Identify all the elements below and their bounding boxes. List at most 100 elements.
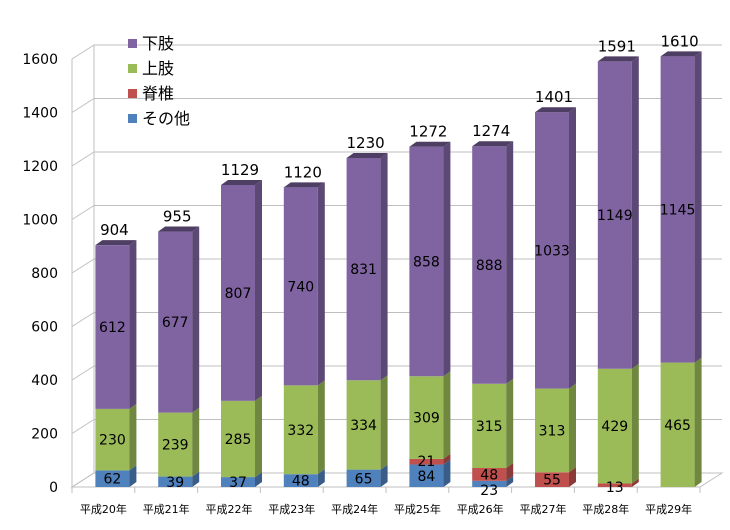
legend-entry: その他 <box>142 109 190 128</box>
x-tick-label: 平成24年 <box>331 502 378 516</box>
bar-segment <box>221 184 255 401</box>
total-label: 1274 <box>472 122 510 140</box>
data-label: 858 <box>413 254 440 270</box>
legend-entry: 上肢 <box>142 59 174 78</box>
bar-top <box>221 179 262 185</box>
data-label: 48 <box>480 467 498 483</box>
data-label: 285 <box>225 432 252 448</box>
bar-top <box>409 141 451 147</box>
bar-segment-side <box>317 380 325 475</box>
legend-entry: 脊椎 <box>142 84 174 103</box>
bar-segment-side <box>506 463 514 481</box>
total-label: 1272 <box>409 123 447 141</box>
total-label: 1591 <box>598 37 636 55</box>
bar-segment <box>95 408 130 471</box>
bar-segment-side <box>569 467 576 487</box>
bar-segment <box>660 56 695 363</box>
y-tick-label: 800 <box>31 266 58 282</box>
y-tick-label: 600 <box>31 320 58 336</box>
legend-entry: 下肢 <box>142 34 174 53</box>
data-label: 332 <box>287 423 314 439</box>
bar-top <box>283 182 325 188</box>
data-label: 1149 <box>597 208 633 224</box>
gridline-side <box>71 205 95 220</box>
total-label: 955 <box>163 208 192 226</box>
bar-segment-side <box>443 453 451 465</box>
bar-top <box>597 56 639 62</box>
data-label: 807 <box>225 286 252 302</box>
bar-segment-side <box>317 182 325 386</box>
x-tick-label: 平成23年 <box>268 502 315 516</box>
data-label: 1033 <box>534 243 570 259</box>
data-label: 239 <box>162 438 189 454</box>
y-tick-label: 200 <box>31 427 58 443</box>
y-tick-label: 1600 <box>22 52 58 68</box>
bar-segment <box>409 458 444 465</box>
total-label: 1230 <box>347 134 385 152</box>
data-label: 888 <box>476 258 503 274</box>
bar-top <box>472 141 514 147</box>
gridline-side <box>71 44 95 60</box>
bar-segment-side <box>380 152 388 381</box>
bar-segment <box>158 476 193 487</box>
bar-top <box>95 240 137 246</box>
data-label: 315 <box>476 419 503 435</box>
legend-swatch <box>128 114 137 123</box>
data-label: 313 <box>539 423 566 439</box>
bar-segment <box>158 231 193 413</box>
bar-segment-side <box>317 469 325 487</box>
bar-segment-side <box>255 179 262 401</box>
gridline-side <box>71 365 95 381</box>
data-label: 740 <box>287 279 314 295</box>
total-label: 1610 <box>661 32 699 50</box>
bar-segment-side <box>694 357 702 487</box>
bar-segment-side <box>694 51 702 363</box>
bar-segment <box>283 385 318 475</box>
bar-segment <box>346 380 381 470</box>
data-label: 23 <box>480 483 498 499</box>
bar-segment-side <box>443 459 451 487</box>
bar-segment <box>221 477 255 487</box>
total-label: 904 <box>100 221 129 239</box>
bar-segment <box>597 61 632 369</box>
bar-top <box>346 152 388 158</box>
y-tick-label: 1200 <box>22 159 58 175</box>
bar-segment <box>660 362 695 487</box>
y-tick-label: 1000 <box>22 213 58 229</box>
total-label: 1401 <box>535 88 573 106</box>
y-tick-label: 400 <box>31 373 58 389</box>
data-label: 612 <box>99 320 126 336</box>
gridline-side <box>71 258 95 274</box>
bar-segment <box>346 157 381 381</box>
x-tick-label: 平成28年 <box>582 502 629 516</box>
gridline-side <box>71 419 95 434</box>
x-tick-label: 平成27年 <box>520 502 567 516</box>
bar-segment <box>346 469 381 487</box>
data-label: 309 <box>413 411 440 427</box>
y-tick-label: 1400 <box>22 106 58 122</box>
bar-segment-side <box>569 107 576 389</box>
bar-segment-side <box>443 141 451 377</box>
bar-segment-side <box>380 375 388 470</box>
data-label: 13 <box>606 480 624 496</box>
bar-segment <box>535 388 569 473</box>
data-label: 39 <box>166 475 184 491</box>
bar-segment-side <box>192 407 200 477</box>
bar-segment <box>597 368 632 484</box>
bar-segment-side <box>506 378 514 469</box>
bar-segment <box>535 112 569 389</box>
bar-segment <box>95 470 130 487</box>
bar-segment <box>283 474 318 487</box>
legend-swatch <box>128 64 137 73</box>
bar-segment <box>472 468 507 481</box>
bar-segment-side <box>255 395 262 478</box>
bar-segment-side <box>192 471 200 487</box>
x-tick-label: 平成29年 <box>645 502 692 516</box>
data-label: 230 <box>99 433 126 449</box>
bar-segment-side <box>506 475 514 487</box>
data-label: 429 <box>601 419 628 435</box>
y-tick-label: 0 <box>49 480 58 496</box>
x-tick-label: 平成22年 <box>206 502 253 516</box>
data-label: 21 <box>417 454 435 470</box>
x-tick-label: 平成20年 <box>80 502 127 516</box>
